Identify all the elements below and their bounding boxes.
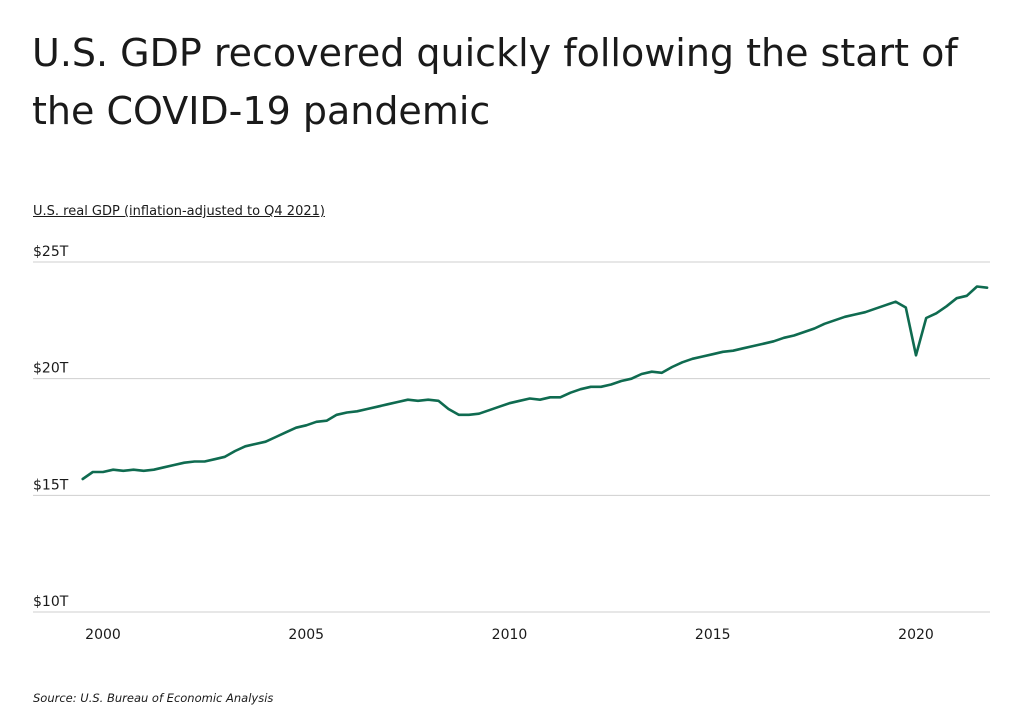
source-note: Source: U.S. Bureau of Economic Analysis [33,691,274,705]
x-tick-label: 2010 [492,627,528,643]
x-tick-label: 2015 [695,627,731,643]
y-axis-title: U.S. real GDP (inflation-adjusted to Q4 … [33,204,325,219]
series-layer [81,285,989,481]
y-tick-label: $25T [33,244,69,260]
chart-title: U.S. GDP recovered quickly following the… [32,31,958,133]
y-tick-label: $10T [33,594,69,610]
y-axis-ticks: $25T $20T $15T $10T [33,244,69,610]
y-tick-label: $15T [33,477,69,493]
x-tick-label: 2020 [898,627,934,643]
x-tick-label: 2000 [85,627,121,643]
gridlines [33,261,990,613]
x-tick-label: 2005 [288,627,324,643]
x-axis-ticks: 2000 2005 2010 2015 2020 [85,627,934,643]
gdp-series-line [81,285,989,481]
y-tick-label: $20T [33,361,69,377]
